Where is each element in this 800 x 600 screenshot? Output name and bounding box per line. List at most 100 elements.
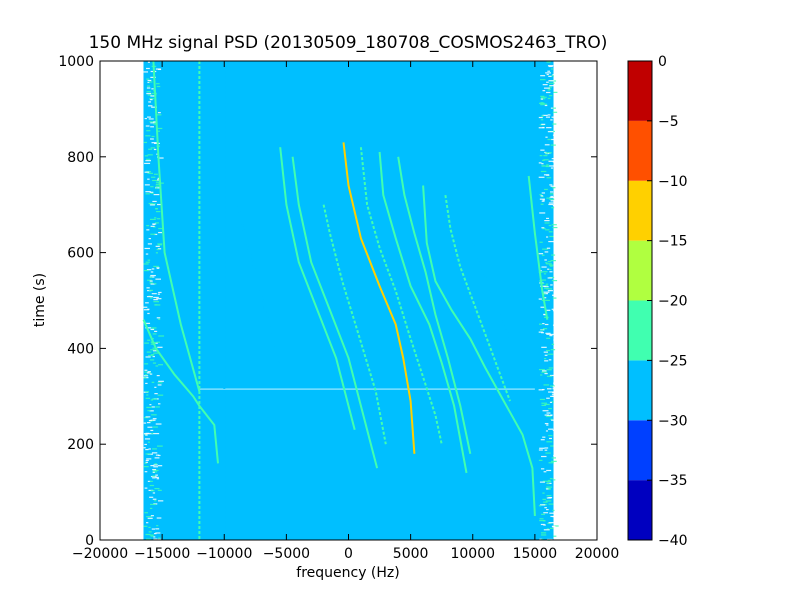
noise-pixel [546, 164, 549, 166]
noise-pixel [540, 523, 545, 526]
noise-pixel [548, 224, 552, 227]
noise-pixel [144, 342, 149, 344]
noise-pixel [549, 374, 555, 377]
noise-pixel [157, 500, 164, 502]
noise-pixel [553, 434, 558, 436]
noise-pixel [144, 443, 147, 446]
noise-pixel [144, 374, 148, 376]
noise-pixel [547, 65, 554, 67]
noise-pixel [149, 410, 154, 412]
noise-pixel [148, 289, 154, 291]
noise-pixel [152, 469, 159, 472]
noise-pixel [538, 368, 545, 371]
noise-pixel [150, 138, 154, 140]
noise-pixel [154, 233, 158, 236]
noise-pixel [541, 227, 545, 229]
noise-pixel [152, 477, 156, 479]
noise-pixel [540, 75, 546, 77]
noise-pixel [552, 516, 557, 518]
noise-pixel [540, 468, 545, 470]
noise-pixel [145, 193, 150, 195]
noise-pixel [549, 401, 553, 403]
noise-pixel [549, 335, 553, 337]
noise-pixel [149, 218, 156, 221]
noise-pixel [146, 78, 150, 80]
noise-pixel [150, 349, 156, 351]
signal-trace-1 [152, 60, 201, 392]
noise-pixel [546, 337, 551, 339]
colorbar-tick-label: −20 [658, 294, 688, 310]
noise-pixel [143, 377, 147, 379]
noise-pixel [544, 354, 548, 356]
noise-pixel [155, 532, 161, 534]
noise-pixel [552, 123, 557, 125]
noise-pixel [153, 173, 158, 175]
noise-pixel [543, 314, 546, 316]
noise-pixel [547, 131, 554, 133]
noise-pixel [553, 382, 556, 384]
noise-pixel [153, 193, 160, 196]
noise-pixel [540, 98, 544, 100]
noise-pixel [144, 162, 151, 165]
noise-pixel [544, 360, 549, 362]
noise-pixel [157, 394, 164, 396]
noise-pixel [143, 263, 149, 265]
noise-pixel [540, 532, 547, 534]
noise-pixel [548, 522, 554, 524]
noise-pixel [143, 525, 148, 527]
noise-pixel [150, 276, 153, 278]
noise-pixel [547, 97, 551, 100]
noise-pixel [146, 372, 150, 374]
noise-pixel [541, 96, 547, 98]
noise-pixel [149, 496, 154, 498]
noise-pixel [150, 233, 156, 235]
chart-title: 150 MHz signal PSD (20130509_180708_COSM… [89, 33, 608, 53]
noise-pixel [150, 353, 155, 356]
noise-pixel [150, 126, 154, 128]
noise-pixel [155, 342, 158, 344]
x-tick-label: −10000 [196, 546, 252, 562]
noise-pixel [551, 279, 558, 282]
noise-pixel [548, 202, 555, 204]
noise-pixel [146, 516, 152, 518]
noise-pixel [544, 403, 550, 406]
noise-pixel [539, 241, 543, 243]
noise-pixel [148, 526, 151, 529]
noise-pixel [539, 155, 543, 157]
noise-pixel [546, 81, 549, 83]
noise-pixel [157, 293, 160, 295]
colorbar-tick-label: 0 [658, 54, 667, 70]
noise-pixel [145, 397, 151, 399]
noise-pixel [546, 288, 553, 290]
noise-pixel [143, 433, 150, 435]
noise-pixel [546, 469, 552, 472]
noise-pixel [540, 119, 544, 121]
noise-pixel [545, 500, 552, 502]
colorbar-segment [628, 120, 652, 181]
noise-pixel [145, 302, 149, 304]
noise-pixel [552, 386, 556, 388]
noise-pixel [552, 509, 555, 512]
noise-pixel [549, 193, 554, 195]
noise-pixel [542, 228, 546, 230]
noise-pixel [145, 533, 151, 536]
noise-pixel [541, 115, 544, 117]
noise-pixel [146, 394, 149, 396]
noise-pixel [548, 80, 554, 82]
noise-pixel [545, 72, 551, 74]
noise-pixel [157, 384, 162, 386]
x-tick-label: 0 [344, 546, 353, 562]
noise-pixel [540, 102, 544, 104]
y-tick-label: 600 [67, 246, 94, 262]
noise-pixel [148, 419, 152, 422]
noise-pixel [541, 254, 545, 256]
noise-pixel [550, 185, 555, 187]
noise-pixel [143, 466, 149, 468]
noise-pixel [544, 323, 549, 326]
noise-pixel [152, 223, 155, 225]
noise-pixel [549, 264, 554, 266]
noise-pixel [145, 448, 149, 451]
noise-pixel [151, 398, 158, 400]
noise-pixel [154, 463, 157, 465]
noise-pixel [545, 262, 548, 264]
